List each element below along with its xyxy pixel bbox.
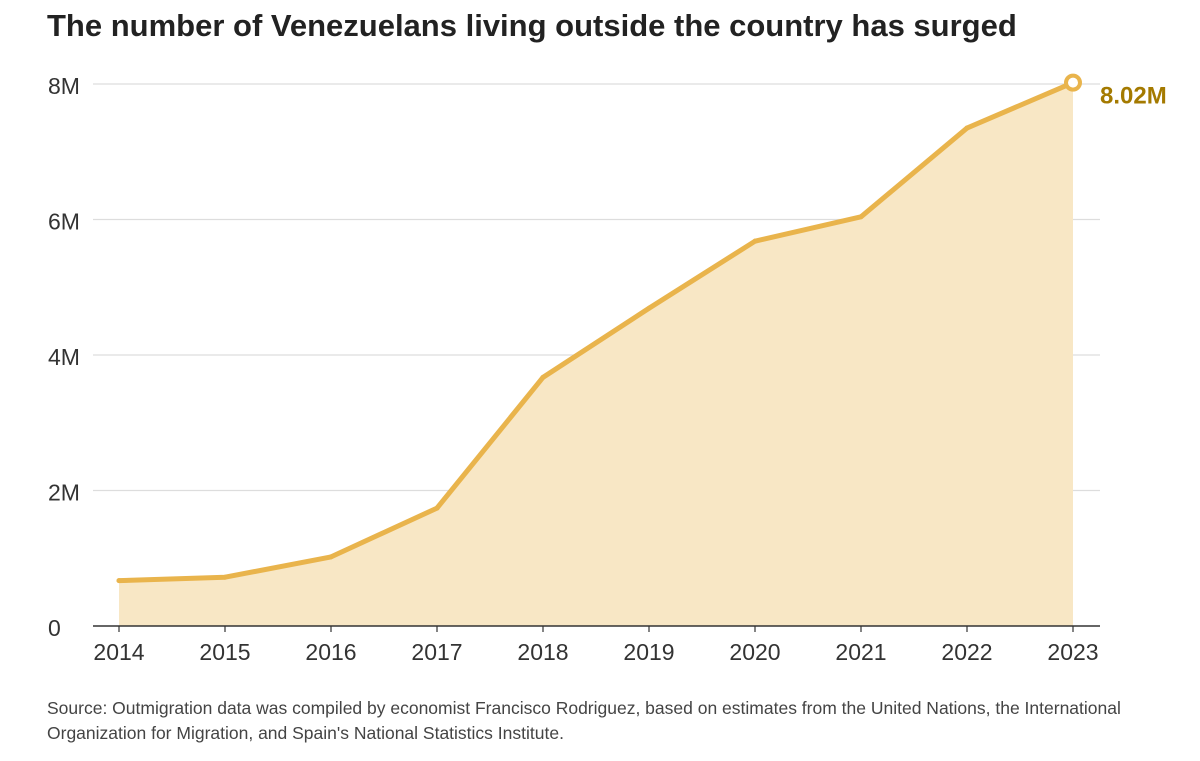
y-tick-label: 2M xyxy=(48,480,80,506)
data-point-2022 xyxy=(964,125,970,131)
x-tick-label: 2020 xyxy=(729,639,780,665)
data-point-2017 xyxy=(434,505,440,511)
x-tick-label: 2015 xyxy=(199,639,250,665)
data-point-2020 xyxy=(752,238,758,244)
x-tick-label: 2021 xyxy=(835,639,886,665)
y-tick-label: 8M xyxy=(48,73,80,99)
chart: 0 2M 4M 6M 8M 2014 2015 2016 2017 2018 2019 2020 202… xyxy=(48,73,1167,665)
y-tick-label: 0 xyxy=(48,615,61,641)
series-line xyxy=(116,80,1076,584)
y-tick-label: 6M xyxy=(48,209,80,235)
end-value-label: 8.02M xyxy=(1100,83,1167,110)
chart-title: The number of Venezuelans living outside… xyxy=(47,8,1017,43)
data-point-2014 xyxy=(116,578,122,584)
x-tick-label: 2018 xyxy=(517,639,568,665)
data-point-2021 xyxy=(858,214,864,220)
x-tick-label: 2016 xyxy=(305,639,356,665)
data-point-2019 xyxy=(646,305,652,311)
x-tick-label: 2023 xyxy=(1047,639,1098,665)
x-tick-label: 2022 xyxy=(941,639,992,665)
x-tick-label: 2017 xyxy=(411,639,462,665)
y-tick-label: 4M xyxy=(48,344,80,370)
data-point-2015 xyxy=(222,574,228,580)
source-note: Source: Outmigration data was compiled b… xyxy=(47,698,1121,743)
data-point-2018 xyxy=(540,374,546,380)
x-tick-label: 2019 xyxy=(623,639,674,665)
end-point-marker xyxy=(1064,73,1082,92)
data-point-2016 xyxy=(328,554,334,560)
area-fill xyxy=(119,82,1073,626)
x-tick-label: 2014 xyxy=(93,639,144,665)
